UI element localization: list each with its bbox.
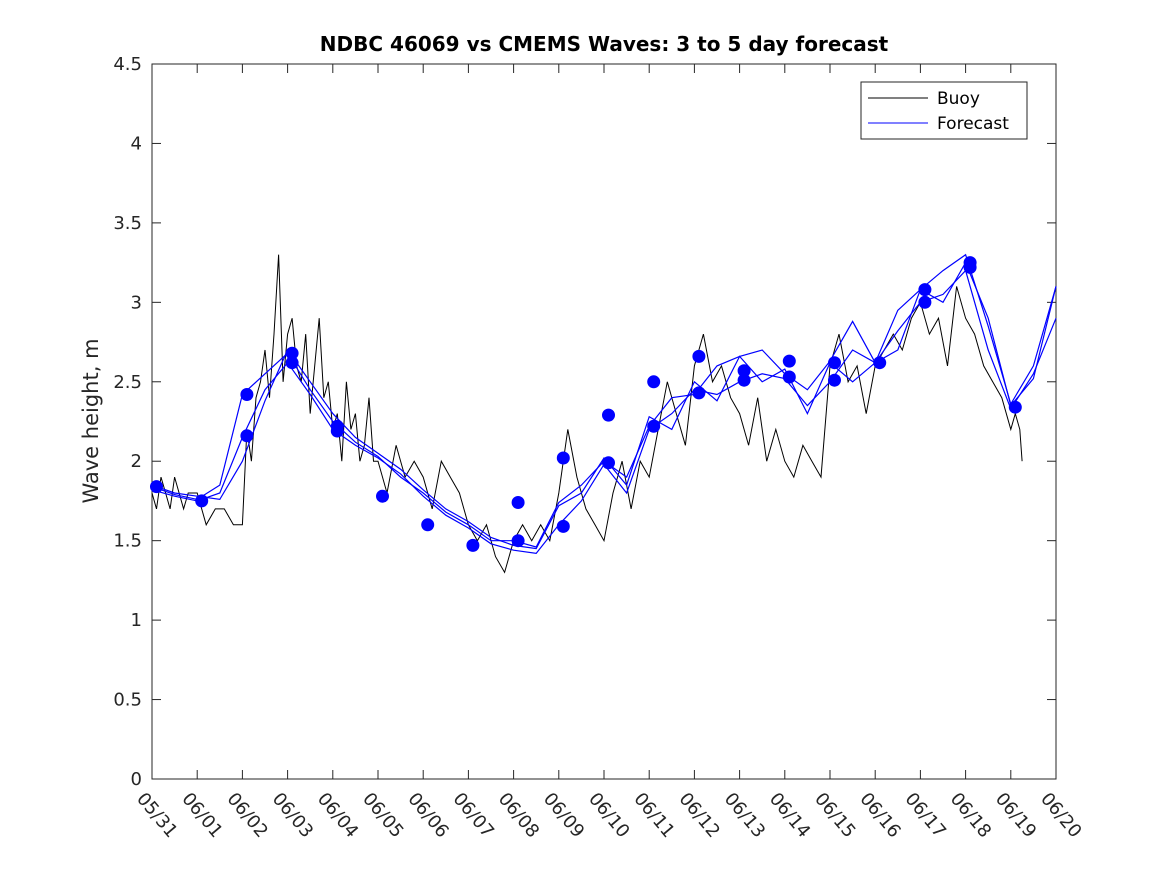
- forecast-point: [782, 354, 796, 368]
- forecast-point: [511, 496, 525, 509]
- x-tick-label: 06/12: [675, 789, 724, 842]
- forecast-point: [918, 283, 932, 297]
- y-tick-label: 4.5: [113, 54, 142, 75]
- x-tick-label: 06/06: [403, 789, 452, 842]
- forecast-point: [963, 260, 977, 274]
- legend: Buoy Forecast: [860, 81, 1028, 140]
- forecast-point: [647, 375, 661, 389]
- x-tick-label: 06/18: [946, 789, 995, 842]
- x-tick-label: 06/09: [539, 789, 588, 842]
- legend-label-forecast: Forecast: [937, 114, 1009, 134]
- x-tick-label: 06/04: [313, 789, 362, 842]
- plot-area: 00.511.522.533.544.5 05/3106/0106/0206/0…: [113, 54, 1085, 842]
- y-axis: 0 0.5 1 1.5 2 2.5 3 3.5 4 4.5: [113, 54, 1056, 790]
- x-tick-label: 06/05: [358, 789, 407, 842]
- legend-label-buoy: Buoy: [937, 89, 980, 109]
- x-tick-label: 06/19: [991, 789, 1040, 842]
- forecast-point: [1008, 400, 1022, 414]
- series-layer: [150, 253, 1057, 574]
- plot-frame: [151, 63, 1057, 780]
- forecast-point: [692, 386, 706, 400]
- y-tick-label: 1: [131, 610, 142, 631]
- y-tick-label: 3: [131, 292, 142, 313]
- forecast-point: [556, 519, 570, 533]
- forecast-point: [873, 356, 887, 370]
- x-tick-label: 06/17: [901, 789, 950, 842]
- x-tick-label: 06/14: [765, 789, 814, 842]
- y-tick-label: 1.5: [113, 531, 142, 552]
- forecast-point: [376, 489, 389, 503]
- forecast-point: [330, 424, 344, 438]
- x-tick-label: 06/11: [629, 789, 678, 842]
- forecast-point: [285, 346, 299, 360]
- y-tick-label: 2: [131, 451, 142, 472]
- forecast-point: [511, 534, 525, 548]
- x-tick-label: 06/03: [268, 789, 317, 842]
- y-tick-label: 0: [131, 769, 142, 790]
- forecast-point: [782, 370, 796, 384]
- x-tick-label: 06/15: [810, 789, 859, 842]
- forecast-point: [556, 451, 570, 465]
- x-tick-label: 06/02: [223, 789, 272, 842]
- forecast-point: [828, 356, 841, 370]
- x-tick-label: 06/10: [584, 789, 633, 842]
- forecast-point: [150, 480, 163, 494]
- forecast-point: [737, 364, 751, 378]
- forecast-point: [602, 408, 615, 422]
- y-tick-label: 2.5: [113, 372, 142, 393]
- forecast-point: [240, 429, 254, 443]
- forecast-point: [240, 388, 254, 401]
- forecast-point: [285, 356, 299, 370]
- x-tick-label: 06/16: [855, 789, 904, 842]
- forecast-point: [828, 373, 841, 387]
- x-tick-label: 06/01: [177, 789, 226, 842]
- forecast-point: [647, 419, 661, 433]
- legend-box: [860, 81, 1028, 140]
- series-line-buoy: [151, 254, 1023, 574]
- y-tick-label: 3.5: [113, 213, 142, 234]
- y-tick-label: 0.5: [113, 690, 142, 711]
- forecast-point: [195, 494, 209, 508]
- forecast-point: [918, 295, 932, 309]
- x-tick-label: 05/31: [132, 789, 181, 842]
- forecast-point: [602, 456, 615, 470]
- forecast-point: [692, 349, 706, 363]
- forecast-point: [466, 538, 480, 552]
- x-tick-label: 06/13: [720, 789, 769, 842]
- chart-title: NDBC 46069 vs CMEMS Waves: 3 to 5 day fo…: [320, 32, 889, 56]
- x-tick-label: 06/20: [1036, 789, 1085, 842]
- series-line-forecast-1: [151, 261, 1057, 550]
- x-tick-label: 06/07: [449, 789, 498, 842]
- forecast-point: [421, 518, 435, 532]
- y-tick-label: 4: [131, 133, 142, 154]
- y-axis-label: Wave height, m: [79, 338, 103, 503]
- x-tick-label: 06/08: [494, 789, 543, 842]
- forecast-point: [737, 373, 751, 387]
